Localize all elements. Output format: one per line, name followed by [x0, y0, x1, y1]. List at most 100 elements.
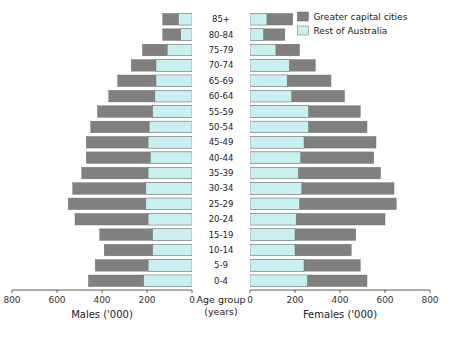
tick: [295, 290, 296, 293]
category-label: 75-79: [209, 45, 234, 55]
bar: [150, 152, 192, 164]
category-label: 70-74: [209, 60, 234, 70]
bar: [148, 167, 192, 179]
x-label: Males ('000): [71, 309, 133, 320]
y-label-line: (years): [204, 306, 238, 317]
bar: [155, 90, 192, 102]
tick-label: 400: [331, 295, 348, 305]
bar: [250, 13, 267, 25]
category-label: 60-64: [209, 91, 234, 101]
bar: [250, 213, 296, 225]
bar: [104, 244, 192, 256]
bar: [91, 121, 192, 133]
bar: [250, 106, 360, 118]
bars: [250, 13, 396, 286]
bar: [153, 244, 192, 256]
bar: [144, 275, 192, 287]
bar: [250, 121, 309, 133]
tick: [12, 290, 13, 293]
bar: [146, 183, 192, 195]
bar: [250, 44, 300, 56]
tick: [102, 290, 103, 293]
bar: [75, 213, 192, 225]
tick: [250, 290, 251, 293]
bar: [250, 229, 295, 241]
bar: [250, 167, 381, 179]
category-label: 15-19: [209, 230, 234, 240]
tick-label: 200: [286, 295, 303, 305]
bar: [250, 137, 304, 149]
bar: [146, 198, 192, 210]
bar: [179, 13, 193, 25]
tick: [57, 290, 58, 293]
bar: [250, 44, 276, 56]
tick: [192, 290, 193, 293]
x-label: Females ('000): [303, 309, 377, 320]
bar: [250, 75, 331, 87]
legend-label: Rest of Australia: [313, 26, 387, 36]
category-label: 0-4: [214, 276, 228, 286]
bar: [143, 44, 193, 56]
bar: [250, 183, 302, 195]
bar: [250, 229, 356, 241]
bar: [250, 260, 360, 272]
category-label: 85+: [212, 14, 230, 24]
bar: [86, 152, 192, 164]
tick-label: 800: [421, 295, 438, 305]
tick: [147, 290, 148, 293]
bar: [250, 121, 367, 133]
bar: [250, 152, 301, 164]
bar: [250, 167, 298, 179]
tick-label: 600: [48, 295, 65, 305]
bar: [95, 260, 192, 272]
bar: [131, 60, 192, 72]
bar: [250, 244, 295, 256]
bar: [250, 152, 374, 164]
bar: [109, 90, 192, 102]
bar: [118, 75, 192, 87]
tick-label: 400: [93, 295, 110, 305]
bar: [250, 90, 345, 102]
legend-swatch: [297, 12, 308, 21]
y-label-line: Age group: [197, 294, 246, 305]
legend-swatch: [297, 26, 308, 35]
bar: [148, 137, 192, 149]
bar: [250, 29, 264, 41]
category-label: 50-54: [209, 122, 234, 132]
category-label: 25-29: [209, 199, 234, 209]
tick-label: 800: [3, 295, 20, 305]
bar: [98, 106, 193, 118]
bar: [250, 198, 300, 210]
bar: [153, 229, 192, 241]
category-label: 55-59: [209, 107, 234, 117]
category-label: 35-39: [209, 168, 234, 178]
bar: [250, 106, 309, 118]
tick-label: 200: [138, 295, 155, 305]
bar: [250, 275, 307, 287]
bar: [86, 137, 192, 149]
bar: [250, 29, 285, 41]
bar: [148, 213, 192, 225]
bar: [250, 275, 367, 287]
bar: [68, 198, 192, 210]
bar: [82, 167, 192, 179]
tick: [340, 290, 341, 293]
bar: [153, 106, 192, 118]
bars: [68, 13, 192, 286]
category-label: 80-84: [209, 30, 234, 40]
bar: [250, 137, 376, 149]
bar: [250, 60, 315, 72]
tick-label: 0: [189, 295, 195, 305]
bar: [250, 198, 396, 210]
category-label: 40-44: [209, 153, 234, 163]
bar: [250, 244, 351, 256]
legend-label: Greater capital cities: [313, 12, 407, 22]
bar: [100, 229, 192, 241]
tick-label: 600: [376, 295, 393, 305]
category-label: 30-34: [209, 183, 234, 193]
bar: [149, 121, 192, 133]
category-label: 5-9: [214, 260, 228, 270]
bar: [156, 60, 192, 72]
bar: [163, 13, 192, 25]
category-label: 65-69: [209, 76, 234, 86]
